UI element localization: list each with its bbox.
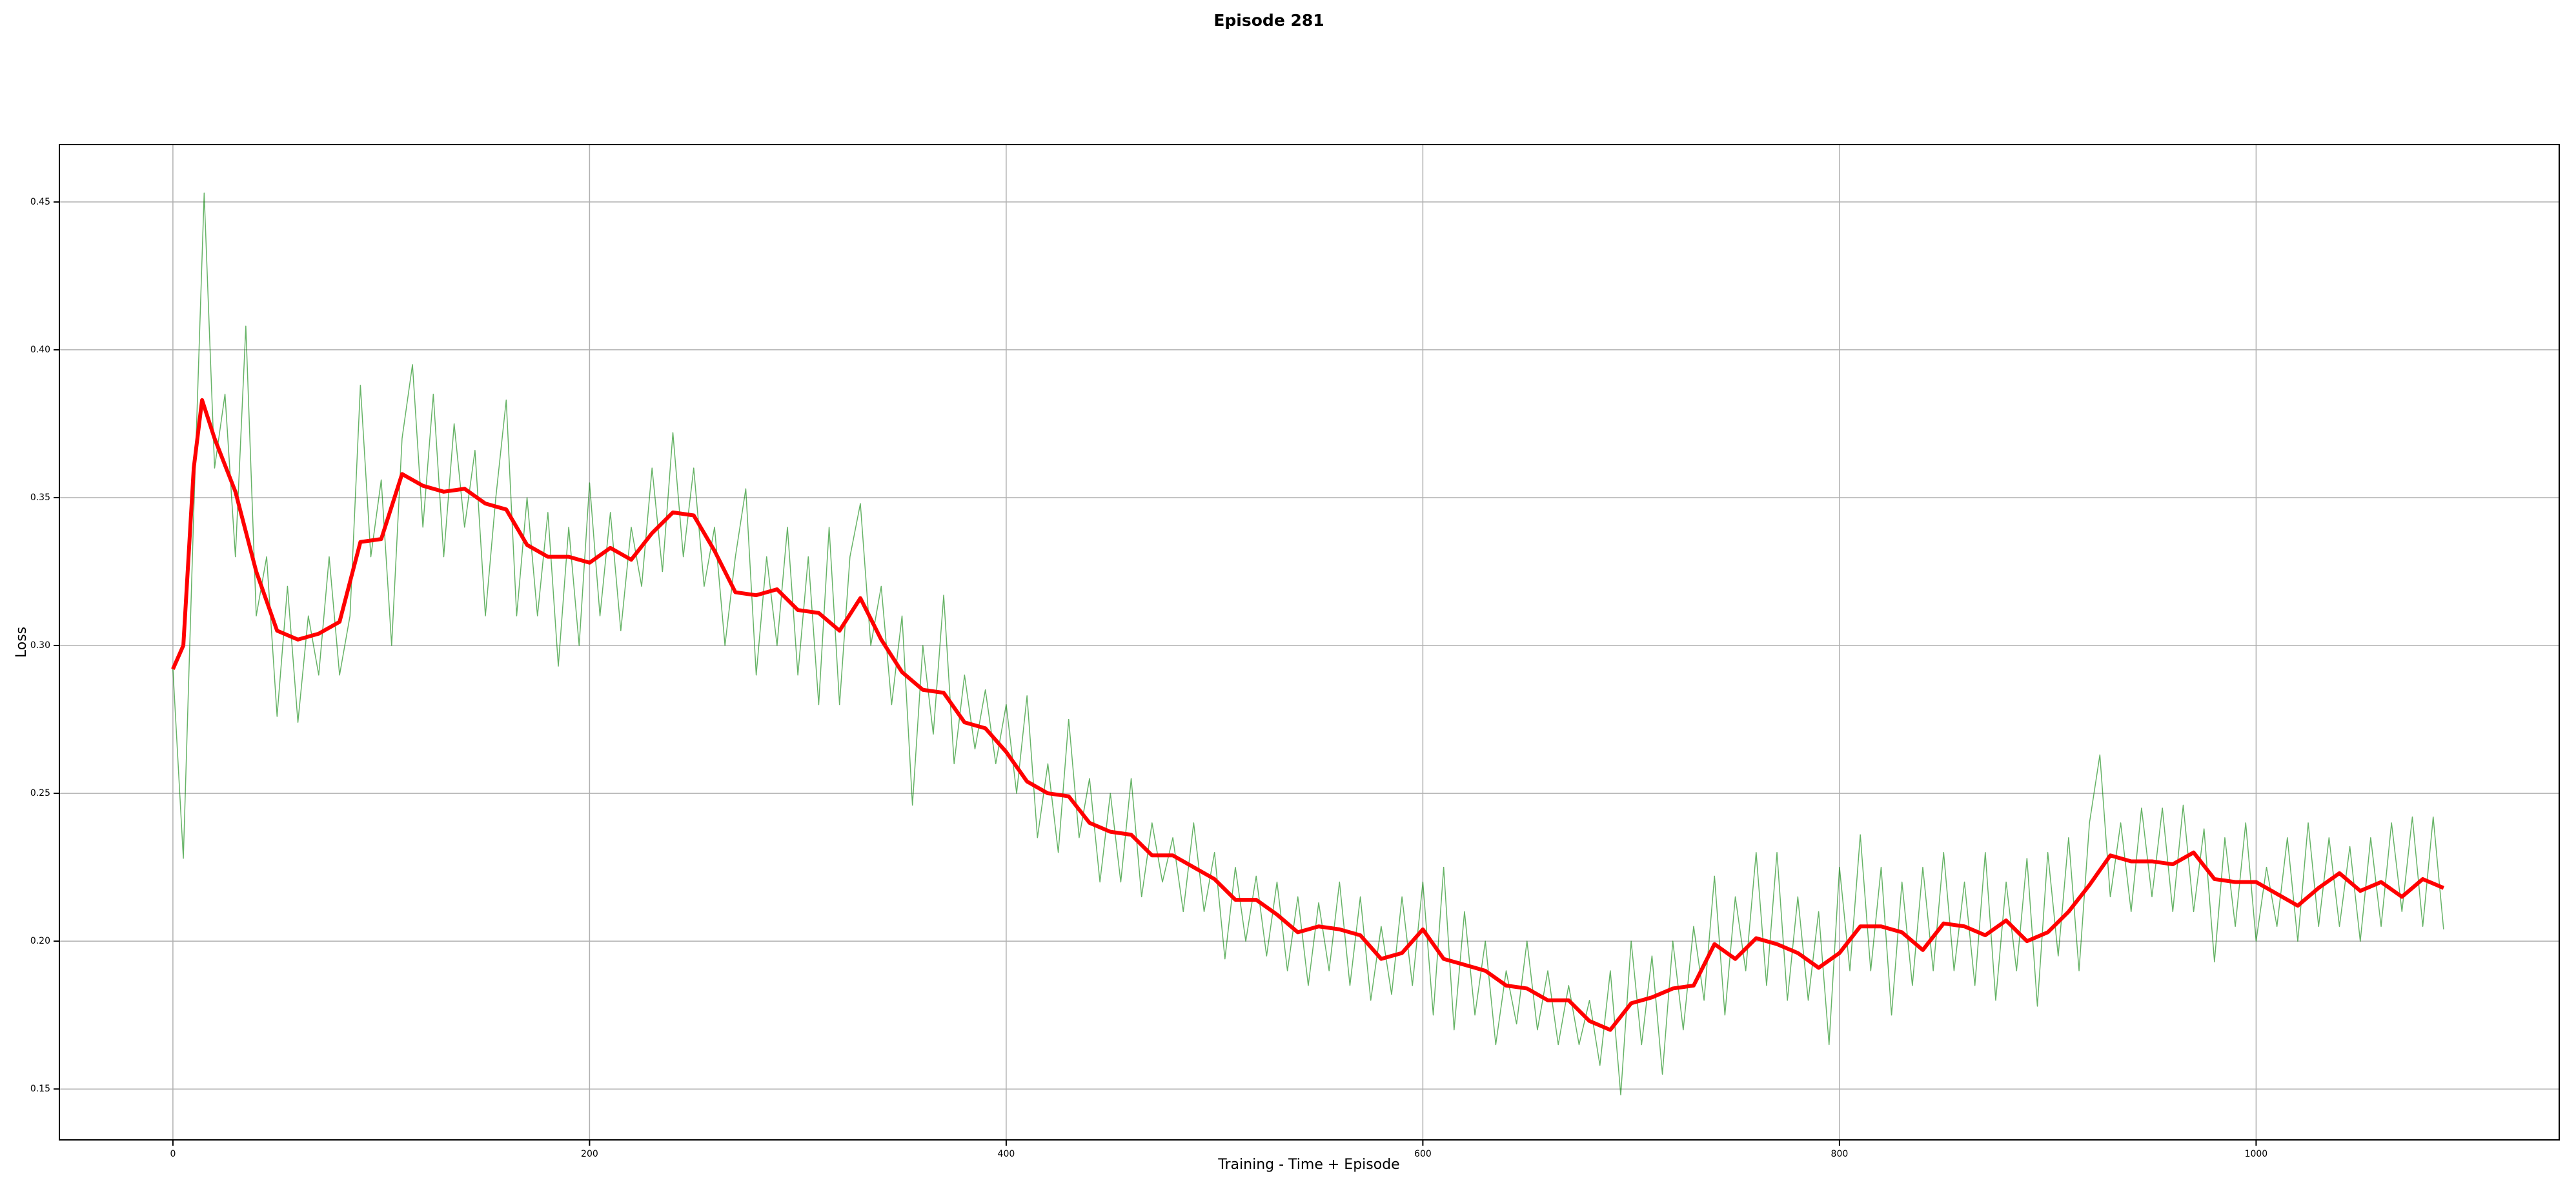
- y-tick-label: 0.45: [30, 197, 50, 207]
- x-axis-label: Training - Time + Episode: [1217, 1157, 1399, 1173]
- y-tick-label: 0.20: [30, 936, 50, 946]
- y-tick-label: 0.15: [30, 1084, 50, 1094]
- y-tick-label: 0.40: [30, 345, 50, 355]
- x-tick-label: 0: [170, 1149, 176, 1159]
- x-tick-label: 800: [1831, 1149, 1849, 1159]
- chart-title: Episode 281: [1213, 11, 1324, 30]
- x-tick-label: 600: [1414, 1149, 1432, 1159]
- plot-frame: [59, 144, 2560, 1141]
- x-tick-label: 1000: [2245, 1149, 2268, 1159]
- data-line: [171, 398, 2445, 1032]
- data-line: [172, 192, 2444, 1096]
- y-tick-label: 0.30: [30, 640, 50, 651]
- y-tick-label: 0.35: [30, 492, 50, 503]
- y-tick-label: 0.25: [30, 788, 50, 798]
- y-axis-label: Loss: [14, 627, 30, 658]
- x-tick-label: 400: [998, 1149, 1015, 1159]
- x-tick-label: 200: [581, 1149, 598, 1159]
